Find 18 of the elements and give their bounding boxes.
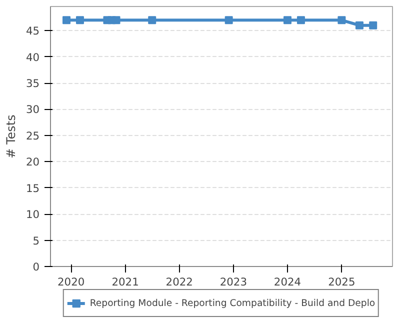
x-tick-label: 2023	[220, 276, 247, 288]
y-tick-label: 0	[32, 260, 40, 274]
x-tick-label: 2025	[328, 276, 356, 288]
y-tick-label: 20	[26, 156, 40, 169]
legend-label: Reporting Module - Reporting Compatibility - Build and Deplo	[90, 298, 376, 308]
x-tick-label: 2021	[112, 276, 139, 288]
x-tick-label: 2022	[166, 276, 193, 288]
x-tick-label: 2020	[58, 276, 85, 288]
y-tick-label: 15	[26, 182, 40, 195]
x-tick-label: 2024	[274, 276, 302, 288]
y-tick-label: 5	[32, 234, 40, 248]
y-axis-title: # Tests	[4, 114, 18, 158]
y-tick-label: 40	[26, 50, 40, 64]
y-tick-label: 35	[26, 77, 40, 90]
y-tick-label: 25	[26, 129, 40, 142]
y-tick-label: 10	[26, 208, 40, 222]
y-tick-label: 30	[26, 103, 40, 116]
y-tick-label: 45	[26, 24, 40, 38]
